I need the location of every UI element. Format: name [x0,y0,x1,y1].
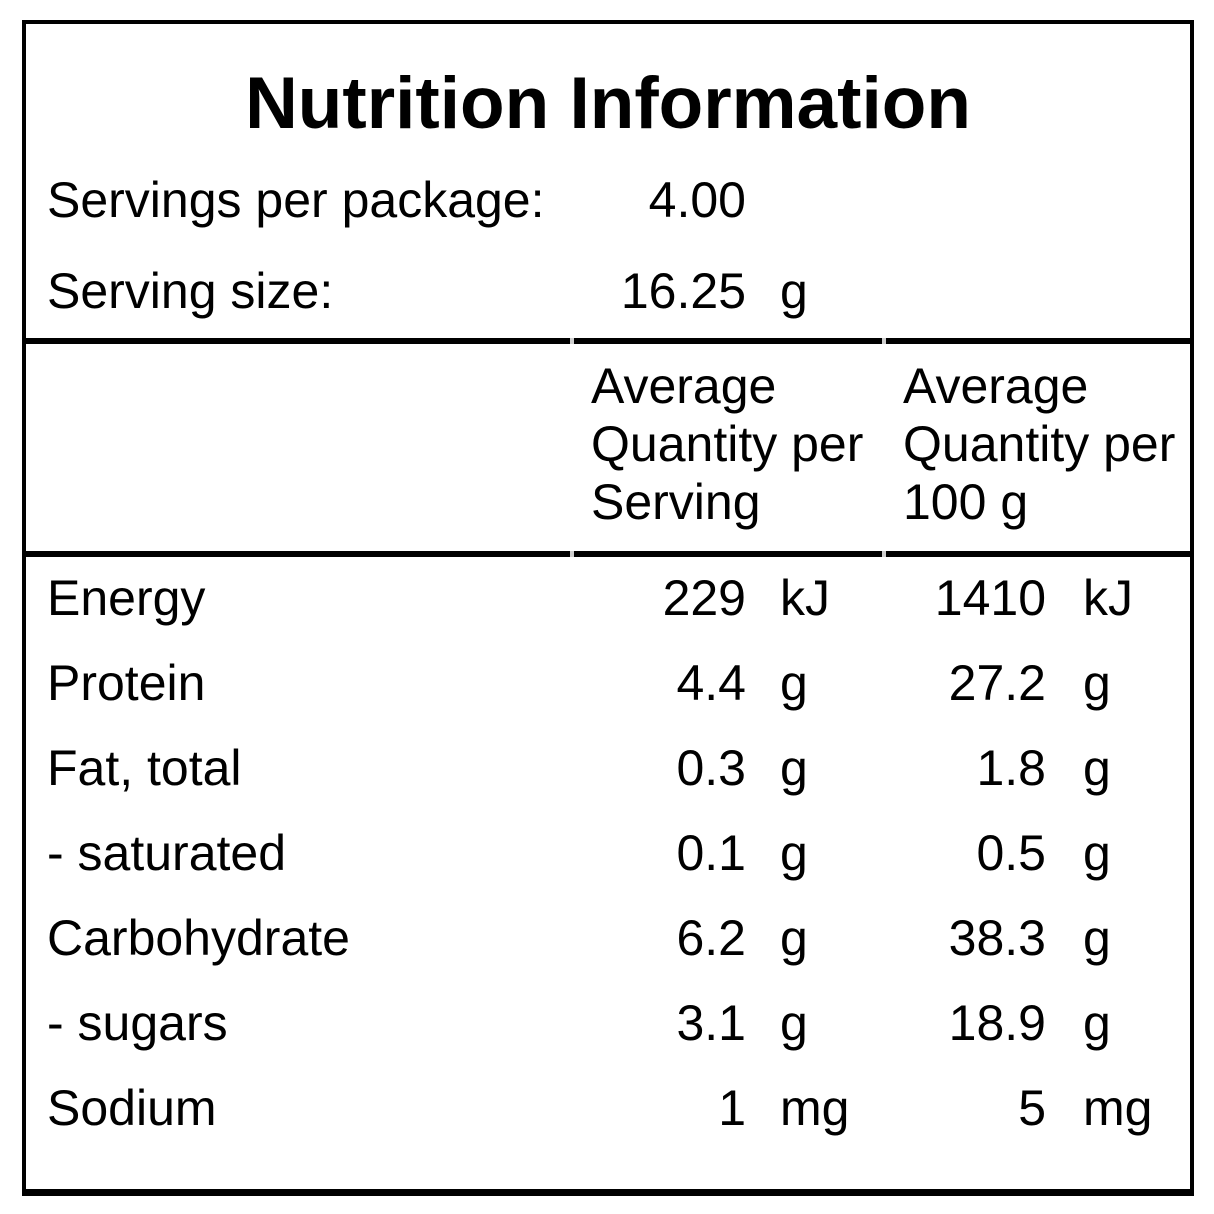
servings-per-package-label: Servings per package: [47,172,545,228]
header-line: Average [591,358,777,414]
nutrient-name: - sugars [47,995,228,1051]
serving-size-label: Serving size: [47,263,334,319]
nutrient-name: - saturated [47,825,287,881]
servings-per-package-value: 4.00 [648,172,746,228]
column-notch [882,338,886,344]
per-100g-unit: kJ [1083,570,1133,626]
header-line: 100 g [903,474,1029,530]
table-row-saturated: - saturated 0.1 g 0.5 g [26,811,1190,896]
header-per-100g: Average Quantity per 100 g [884,357,1190,531]
serving-size-value: 16.25 [620,263,746,319]
per-serving-unit: kJ [780,570,830,626]
header-per-serving: Average Quantity per Serving [572,357,884,531]
column-notch [570,551,574,557]
serving-size-row: Serving size: 16.25 g [26,263,1190,319]
header-line: Quantity per [591,416,864,472]
label-title: Nutrition Information [245,63,971,144]
per-100g-unit: g [1083,655,1111,711]
per-100g-value: 38.3 [948,910,1046,966]
per-serving-unit: mg [780,1080,850,1136]
column-notch [570,338,574,344]
per-serving-unit: g [780,995,808,1051]
per-serving-unit: g [780,825,808,881]
per-100g-unit: g [1083,995,1111,1051]
header-line: Average [903,358,1089,414]
per-100g-unit: g [1083,740,1111,796]
table-header-row: Average Quantity per Serving Average Qua… [26,357,1190,531]
table-row-energy: Energy 229 kJ 1410 kJ [26,556,1190,641]
nutrient-name: Fat, total [47,740,242,796]
per-100g-value: 1.8 [976,740,1046,796]
nutrient-name: Sodium [47,1080,217,1136]
nutrient-name: Protein [47,655,206,711]
header-line: Serving [591,474,761,530]
per-100g-unit: mg [1083,1080,1153,1136]
section-divider-top [26,338,1190,344]
per-100g-unit: g [1083,825,1111,881]
table-row-carbohydrate: Carbohydrate 6.2 g 38.3 g [26,896,1190,981]
column-notch [882,551,886,557]
serving-size-unit: g [780,263,808,319]
per-serving-value: 4.4 [676,655,746,711]
per-serving-value: 6.2 [676,910,746,966]
per-serving-value: 0.3 [676,740,746,796]
per-100g-value: 0.5 [976,825,1046,881]
per-serving-unit: g [780,910,808,966]
header-line: Quantity per [903,416,1176,472]
nutrient-name: Energy [47,570,206,626]
table-row-protein: Protein 4.4 g 27.2 g [26,641,1190,726]
per-100g-unit: g [1083,910,1111,966]
per-serving-value: 3.1 [676,995,746,1051]
section-divider-header [26,551,1190,557]
per-serving-value: 229 [662,570,746,626]
per-serving-unit: g [780,655,808,711]
table-row-fat-total: Fat, total 0.3 g 1.8 g [26,726,1190,811]
servings-per-package-row: Servings per package: 4.00 [26,172,1190,228]
per-100g-value: 27.2 [948,655,1046,711]
header-spacer [26,357,572,531]
per-100g-value: 1410 [934,570,1046,626]
nutrient-table-body: Energy 229 kJ 1410 kJ Protein 4.4 g 27.2… [26,556,1190,1151]
nutrient-name: Carbohydrate [47,910,350,966]
per-serving-unit: g [780,740,808,796]
per-100g-value: 18.9 [948,995,1046,1051]
nutrition-label: Nutrition Information Servings per packa… [22,20,1194,1196]
per-100g-value: 5 [1018,1080,1046,1136]
table-row-sodium: Sodium 1 mg 5 mg [26,1066,1190,1151]
per-serving-value: 1 [718,1080,746,1136]
per-serving-value: 0.1 [676,825,746,881]
table-row-sugars: - sugars 3.1 g 18.9 g [26,981,1190,1066]
